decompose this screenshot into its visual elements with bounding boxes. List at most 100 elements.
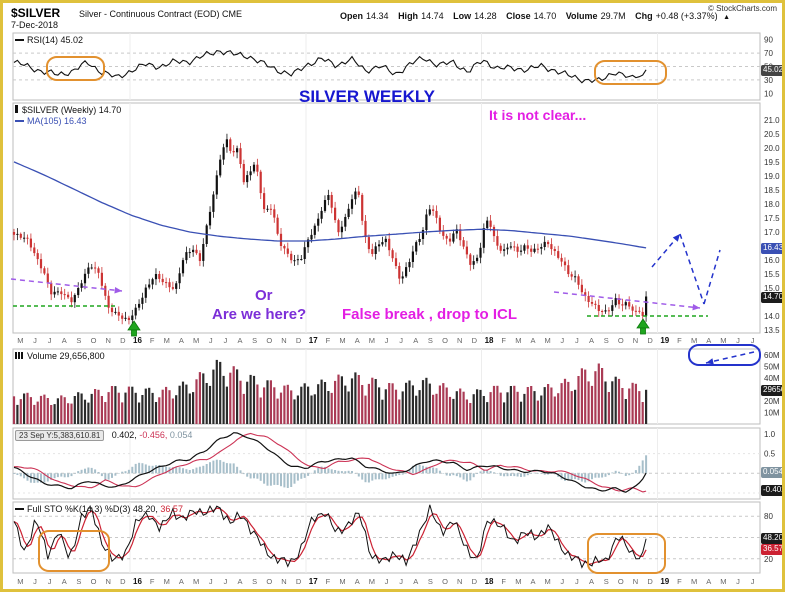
svg-text:J: J (751, 336, 755, 345)
copyright: © StockCharts.com (707, 4, 777, 13)
macd-value-2: -0.456, (139, 430, 168, 440)
annotation-false-break: False break , drop to ICL (342, 306, 518, 323)
rsi-axis-box: 45.02 (761, 65, 784, 76)
svg-text:F: F (501, 336, 506, 345)
svg-text:S: S (604, 577, 609, 586)
svg-text:F: F (501, 577, 506, 586)
svg-text:S: S (604, 336, 609, 345)
svg-text:J: J (736, 336, 740, 345)
svg-text:A: A (706, 577, 711, 586)
price-last: 14.70 (98, 105, 122, 115)
svg-text:A: A (355, 336, 360, 345)
annotation-silver-weekly: SILVER WEEKLY (299, 87, 436, 106)
svg-text:10: 10 (764, 89, 773, 98)
svg-text:F: F (677, 336, 682, 345)
svg-text:10M: 10M (764, 408, 780, 417)
svg-text:M: M (369, 577, 375, 586)
rsi-legend: RSI(14) 45.02 (15, 35, 83, 45)
rsi-value: 45.02 (60, 35, 84, 45)
sto-k-value: 48.20, (132, 504, 158, 514)
volume-value: 29.7M (600, 11, 626, 21)
ma-line-swatch-icon (15, 119, 24, 122)
open-value: 14.34 (366, 11, 389, 21)
price-legend: $SILVER (Weekly) 14.70 (15, 105, 121, 115)
svg-text:D: D (472, 577, 478, 586)
svg-text:30: 30 (764, 76, 773, 85)
svg-text:J: J (33, 336, 37, 345)
svg-text:70: 70 (764, 49, 773, 58)
rsi-line-swatch-icon (15, 38, 24, 41)
annotation-or: Or (255, 287, 273, 304)
svg-text:13.5: 13.5 (764, 326, 780, 335)
svg-text:O: O (266, 336, 272, 345)
svg-text:14.0: 14.0 (764, 312, 780, 321)
svg-text:M: M (720, 577, 726, 586)
svg-text:S: S (252, 336, 257, 345)
svg-text:O: O (618, 577, 624, 586)
svg-text:N: N (633, 336, 638, 345)
sto-d-value: 36.57 (160, 504, 183, 514)
volume-bars-icon (15, 352, 24, 359)
svg-text:M: M (17, 577, 23, 586)
svg-text:J: J (224, 336, 228, 345)
crosshair-tooltip: 23 Sep Y:5,383,610.81 (15, 430, 105, 441)
svg-text:17.0: 17.0 (764, 228, 780, 237)
ma-legend: MA(105) 16.43 (15, 116, 87, 126)
svg-text:D: D (647, 336, 653, 345)
macd-legend: 23 Sep Y:5,383,610.81 0.402, -0.456, 0.0… (15, 430, 192, 441)
svg-text:N: N (105, 577, 110, 586)
svg-text:J: J (385, 336, 389, 345)
svg-text:J: J (224, 577, 228, 586)
ma-label: MA(105) (27, 116, 62, 126)
svg-text:S: S (76, 336, 81, 345)
svg-text:A: A (238, 336, 243, 345)
svg-text:N: N (281, 577, 286, 586)
svg-text:N: N (457, 577, 462, 586)
svg-text:J: J (48, 577, 52, 586)
macd-line-axis-box: -0.402 (761, 485, 782, 496)
macd-value-1: 0.402, (111, 430, 137, 440)
svg-text:O: O (442, 577, 448, 586)
svg-text:M: M (720, 336, 726, 345)
svg-text:17.5: 17.5 (764, 214, 780, 223)
svg-text:A: A (530, 336, 535, 345)
svg-text:18: 18 (485, 336, 494, 345)
svg-text:A: A (706, 336, 711, 345)
svg-text:17: 17 (309, 336, 318, 345)
svg-text:15.0: 15.0 (764, 284, 780, 293)
svg-text:M: M (193, 577, 199, 586)
svg-text:19: 19 (660, 577, 669, 586)
svg-text:N: N (281, 336, 286, 345)
svg-text:50M: 50M (764, 362, 780, 371)
svg-text:S: S (76, 577, 81, 586)
svg-text:F: F (677, 577, 682, 586)
svg-text:15.5: 15.5 (764, 270, 780, 279)
svg-text:18: 18 (485, 577, 494, 586)
volume-panel-label: Volume (27, 351, 58, 361)
svg-text:M: M (193, 336, 199, 345)
svg-text:60M: 60M (764, 351, 780, 360)
chg-direction-icon: ▲ (723, 14, 731, 21)
chg-value: +0.48 (+3.37%) (655, 11, 718, 21)
svg-text:J: J (385, 577, 389, 586)
quote-line: Open 14.34 High 14.74 Low 14.28 Close 14.70 … (333, 11, 730, 21)
svg-text:J: J (399, 336, 403, 345)
svg-text:F: F (326, 336, 331, 345)
ma-axis-box: 16.43 (761, 243, 784, 254)
svg-text:M: M (369, 336, 375, 345)
svg-text:A: A (62, 336, 67, 345)
svg-text:20M: 20M (764, 397, 780, 406)
svg-text:N: N (105, 336, 110, 345)
svg-text:F: F (150, 336, 155, 345)
high-label: High (398, 11, 419, 21)
svg-text:S: S (428, 336, 433, 345)
price-title: $SILVER (Weekly) (22, 105, 97, 115)
svg-text:S: S (252, 577, 257, 586)
svg-text:16.0: 16.0 (764, 256, 780, 265)
svg-text:D: D (120, 336, 126, 345)
svg-text:J: J (560, 577, 564, 586)
svg-text:M: M (691, 577, 697, 586)
svg-text:20.0: 20.0 (764, 144, 780, 153)
svg-text:M: M (544, 336, 550, 345)
symbol-title: $SILVER (11, 6, 61, 20)
